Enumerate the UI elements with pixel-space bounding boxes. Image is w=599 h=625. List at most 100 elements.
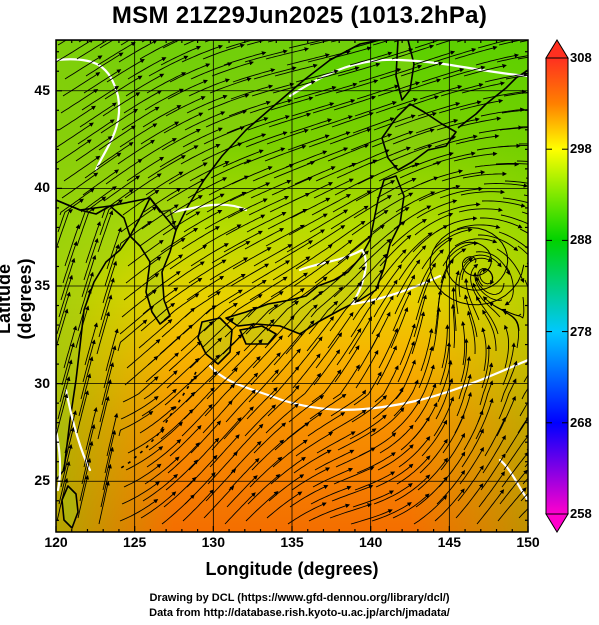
streamline xyxy=(268,288,305,315)
streamline xyxy=(106,227,122,270)
streamline xyxy=(62,427,75,471)
streamline xyxy=(411,151,454,168)
streamline xyxy=(207,93,250,111)
streamline xyxy=(328,409,367,434)
streamline xyxy=(85,221,101,264)
streamline xyxy=(118,220,152,250)
streamline xyxy=(265,47,309,60)
x-tick-label: 120 xyxy=(44,534,68,550)
streamline xyxy=(167,79,208,100)
streamline xyxy=(374,365,399,403)
streamline xyxy=(247,473,281,505)
streamline xyxy=(289,290,324,321)
streamline xyxy=(460,338,469,383)
streamline xyxy=(124,173,162,199)
streamline xyxy=(252,335,283,369)
streamline xyxy=(316,239,353,267)
streamline xyxy=(162,391,196,423)
streamline xyxy=(350,509,393,525)
streamline xyxy=(267,208,308,230)
streamline xyxy=(138,138,177,162)
streamline xyxy=(203,485,235,519)
streamline xyxy=(292,182,334,202)
streamline xyxy=(101,362,115,406)
streamline xyxy=(232,423,264,457)
streamline xyxy=(96,311,111,355)
streamline xyxy=(316,431,356,454)
streamline xyxy=(162,211,201,236)
streamline xyxy=(184,472,216,505)
streamline xyxy=(99,199,123,236)
streamline xyxy=(59,359,73,403)
streamline xyxy=(419,85,463,100)
streamline xyxy=(85,407,98,451)
streamline xyxy=(144,88,184,111)
streamline xyxy=(140,121,180,145)
streamline xyxy=(224,133,267,151)
streamline xyxy=(337,62,381,77)
streamline xyxy=(97,396,110,440)
streamline xyxy=(438,100,482,114)
streamline xyxy=(457,465,484,502)
streamline xyxy=(439,341,452,386)
streamline xyxy=(306,316,335,352)
streamline xyxy=(98,294,113,338)
streamline xyxy=(375,98,418,114)
streamline xyxy=(500,360,518,403)
streamline xyxy=(293,85,337,100)
streamline xyxy=(82,169,120,196)
streamline xyxy=(160,45,202,66)
streamline xyxy=(148,55,189,77)
isotherm-southern xyxy=(208,358,528,411)
streamline xyxy=(264,315,295,349)
streamline xyxy=(83,424,96,468)
streamline xyxy=(331,281,363,315)
streamline xyxy=(313,178,354,199)
streamline xyxy=(432,151,476,165)
colorbar-top-arrow xyxy=(545,39,569,59)
streamline xyxy=(245,304,279,335)
streamline xyxy=(273,331,303,366)
streamline xyxy=(57,198,84,233)
streamline xyxy=(356,452,396,474)
streamline xyxy=(327,311,354,349)
streamline xyxy=(251,82,295,97)
streamline xyxy=(77,119,115,145)
streamline xyxy=(519,401,528,417)
streamline xyxy=(225,389,256,423)
streamline xyxy=(477,40,521,49)
streamline xyxy=(306,147,349,165)
streamline xyxy=(356,84,400,100)
streamline xyxy=(161,128,201,151)
streamline xyxy=(472,271,503,301)
streamline xyxy=(147,155,186,179)
streamline xyxy=(434,290,443,335)
streamline xyxy=(414,212,454,236)
streamline xyxy=(165,277,203,304)
streamline xyxy=(83,69,122,94)
streamline xyxy=(83,237,99,281)
streamline xyxy=(140,302,176,332)
streamline xyxy=(208,350,241,383)
streamline xyxy=(266,491,303,519)
streamline xyxy=(102,446,114,491)
streamline xyxy=(274,240,314,264)
streamline xyxy=(379,424,414,454)
streamline xyxy=(412,402,438,440)
streamline xyxy=(314,449,355,471)
streamline xyxy=(392,290,411,332)
streamline xyxy=(57,40,68,46)
streamline xyxy=(59,188,95,216)
streamline xyxy=(169,63,211,83)
streamline xyxy=(271,176,313,196)
streamline xyxy=(481,200,526,208)
streamline xyxy=(372,40,392,46)
streamline xyxy=(504,324,510,369)
streamline xyxy=(80,356,94,400)
streamline xyxy=(79,271,94,315)
streamline xyxy=(56,40,94,63)
streamline xyxy=(333,266,366,298)
streamline xyxy=(328,46,372,60)
streamline xyxy=(499,127,528,131)
